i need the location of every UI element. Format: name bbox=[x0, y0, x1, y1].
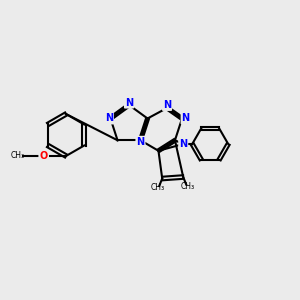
Text: N: N bbox=[125, 98, 133, 108]
Text: N: N bbox=[182, 113, 190, 124]
Text: N: N bbox=[163, 100, 171, 110]
Text: O: O bbox=[39, 151, 48, 161]
Text: N: N bbox=[136, 137, 145, 147]
Text: N: N bbox=[179, 139, 187, 149]
Text: CH₃: CH₃ bbox=[151, 183, 165, 192]
Text: CH₃: CH₃ bbox=[11, 152, 25, 160]
Text: CH₃: CH₃ bbox=[181, 182, 195, 190]
Text: N: N bbox=[105, 113, 113, 124]
